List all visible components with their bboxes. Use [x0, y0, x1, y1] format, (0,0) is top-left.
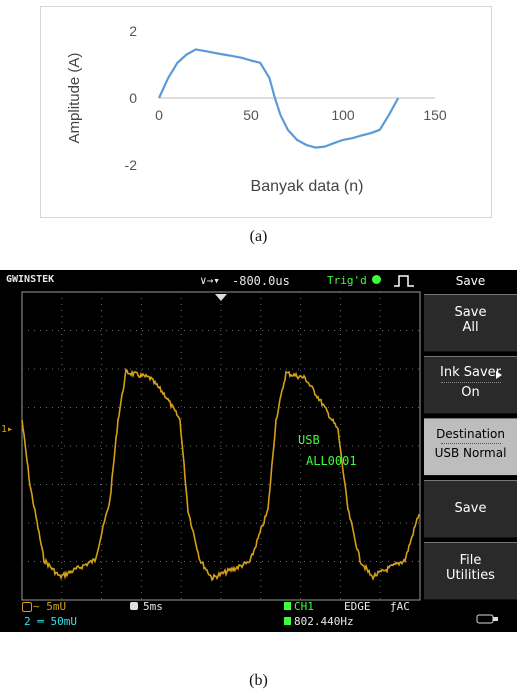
caption-a: (a) [249, 228, 268, 245]
usb-icon [476, 614, 498, 624]
usb-message-line1: USB [298, 433, 320, 447]
save-button[interactable]: Save [424, 480, 517, 538]
save-all-label-2: All [462, 320, 479, 335]
ch1-icon [22, 602, 32, 612]
file-utilities-button[interactable]: File Utilities [424, 542, 517, 600]
ink-saver-label: Ink Saver [440, 365, 501, 380]
separator [440, 443, 501, 444]
scope-status-bar: ∼ 5mU 2 ═ 50mU 5ms CH1 EDGE ƒAC 802.440H… [0, 600, 422, 632]
trigger-source-icon [284, 602, 291, 610]
ch2-scale: 2 ═ 50mU [24, 615, 77, 628]
x-tick-label: 50 [243, 107, 259, 123]
x-tick-label: 150 [423, 107, 447, 123]
brand-logo: GWINSTEK [6, 274, 55, 285]
menu-title: Save [455, 274, 486, 288]
position-arrows: ∨→▾ [200, 274, 220, 287]
frequency-icon [284, 617, 291, 625]
scope-waveform-area [21, 291, 421, 601]
timebase-icon [130, 602, 138, 610]
trigger-position-marker [215, 294, 227, 301]
series-line [157, 48, 400, 149]
destination-label: Destination [436, 427, 505, 441]
save-all-button[interactable]: Save All [424, 294, 517, 352]
y-tick-label: 0 [129, 90, 137, 106]
chart-a-plot: 0 50 100 150 2 0 -2 Banyak data (n) Amplitude (A… [66, 23, 447, 195]
y-axis-label: Amplitude (A) [66, 53, 83, 144]
oscilloscope-screen: GWINSTEK ∨→▾ -800.0us Trig'd 1▸ USB ALL0… [0, 270, 517, 632]
ch1-waveform [21, 367, 420, 582]
chart-a-frame: 0 50 100 150 2 0 -2 Banyak data (n) Amplitude (A… [40, 6, 492, 218]
submenu-arrow-icon [496, 371, 502, 379]
file-utilities-label-2: Utilities [446, 568, 495, 583]
x-axis-label: Banyak data (n) [251, 178, 364, 195]
frequency-readout: 802.440Hz [294, 615, 354, 628]
trigger-status: Trig'd [327, 274, 367, 287]
trigger-coupling: ƒAC [390, 600, 410, 613]
rising-edge-icon [394, 275, 414, 287]
save-all-label-1: Save [454, 305, 487, 320]
scope-side-menu: Save Save All Ink Saver On Destination U… [424, 270, 517, 632]
trigger-mode: EDGE [344, 600, 371, 613]
y-tick-label: 2 [129, 23, 137, 39]
y-tick-label: -2 [125, 157, 138, 173]
ch1-ground-marker: 1▸ [1, 424, 14, 435]
destination-value: USB Normal [434, 446, 507, 460]
ink-saver-value: On [461, 385, 480, 400]
trigger-status-icon [372, 275, 381, 284]
timebase: 5ms [143, 600, 163, 613]
x-tick-label: 0 [155, 107, 163, 123]
caption-b: (b) [249, 672, 268, 689]
scope-display: GWINSTEK ∨→▾ -800.0us Trig'd 1▸ USB ALL0… [0, 270, 422, 632]
separator [440, 382, 501, 383]
time-offset: -800.0us [232, 274, 290, 288]
x-tick-label: 100 [331, 107, 355, 123]
save-label: Save [454, 501, 487, 516]
file-utilities-label-1: File [459, 553, 482, 568]
scope-top-bar: GWINSTEK ∨→▾ -800.0us Trig'd [0, 270, 422, 292]
ch1-scale: ∼ 5mU [33, 600, 67, 613]
trigger-source: CH1 [294, 600, 314, 613]
destination-button[interactable]: Destination USB Normal [424, 418, 517, 476]
usb-message-line2: ALL0001 [306, 454, 357, 468]
ink-saver-button[interactable]: Ink Saver On [424, 356, 517, 414]
